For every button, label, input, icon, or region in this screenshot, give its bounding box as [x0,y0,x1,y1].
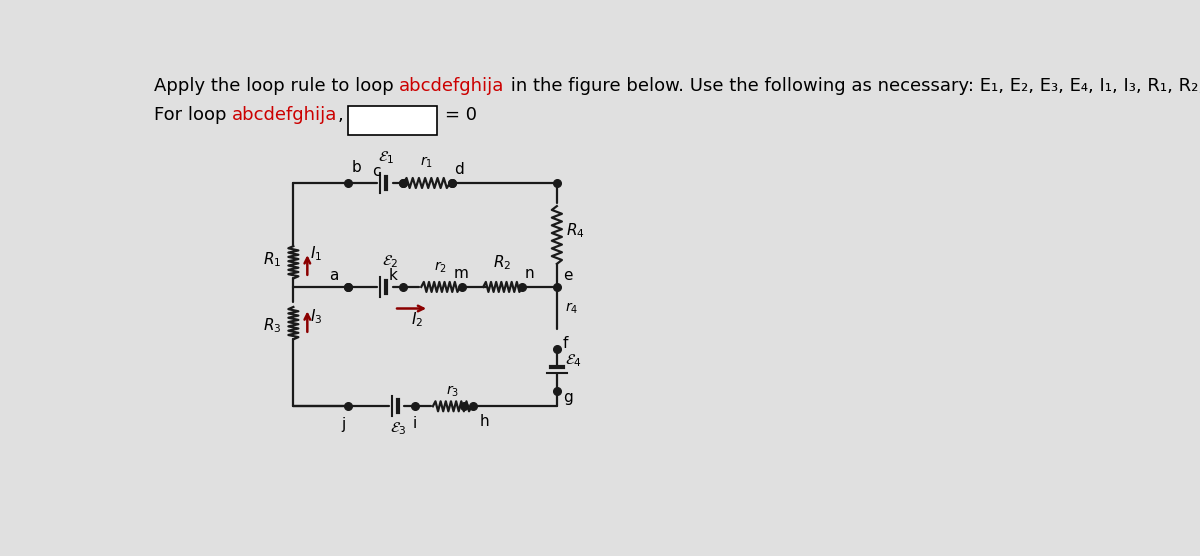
Text: m: m [454,266,469,281]
Text: abcdefghija: abcdefghija [400,77,505,96]
Text: $R_1$: $R_1$ [264,251,282,269]
Text: $r_4$: $r_4$ [565,301,578,316]
Text: f: f [563,336,569,351]
Text: $I_1$: $I_1$ [311,245,323,263]
Text: n: n [524,266,534,281]
Text: c: c [372,164,380,179]
Text: Apply the loop rule to loop: Apply the loop rule to loop [154,77,400,96]
Text: b: b [352,160,361,175]
Text: = 0: = 0 [445,106,476,124]
Text: abcdefghija: abcdefghija [232,106,337,124]
Text: in the figure below. Use the following as necessary: E₁, E₂, E₃, E₄, I₁, I₃, R₁,: in the figure below. Use the following a… [505,77,1200,96]
Text: k: k [388,268,397,283]
Text: $\mathcal{E}_4$: $\mathcal{E}_4$ [565,352,581,369]
Text: $I_2$: $I_2$ [412,310,424,329]
Text: g: g [563,390,572,405]
Text: $r_3$: $r_3$ [445,383,458,399]
Text: $R_3$: $R_3$ [263,316,282,335]
Text: d: d [454,162,463,177]
Text: $\mathcal{E}_1$: $\mathcal{E}_1$ [378,150,395,166]
Text: ,: , [337,106,343,124]
Text: $R_4$: $R_4$ [566,222,584,240]
Text: h: h [479,414,490,429]
Text: $\mathcal{E}_3$: $\mathcal{E}_3$ [390,420,407,437]
Text: i: i [413,415,418,430]
Text: For loop: For loop [154,106,232,124]
Text: $R_2$: $R_2$ [493,253,511,271]
Text: e: e [563,268,572,283]
Text: $I_3$: $I_3$ [311,307,323,326]
Text: $r_1$: $r_1$ [420,155,433,170]
Text: a: a [329,268,338,283]
Text: $r_2$: $r_2$ [434,260,448,275]
Text: j: j [342,417,346,432]
Text: $\mathcal{E}_2$: $\mathcal{E}_2$ [382,254,398,270]
FancyBboxPatch shape [348,106,437,135]
